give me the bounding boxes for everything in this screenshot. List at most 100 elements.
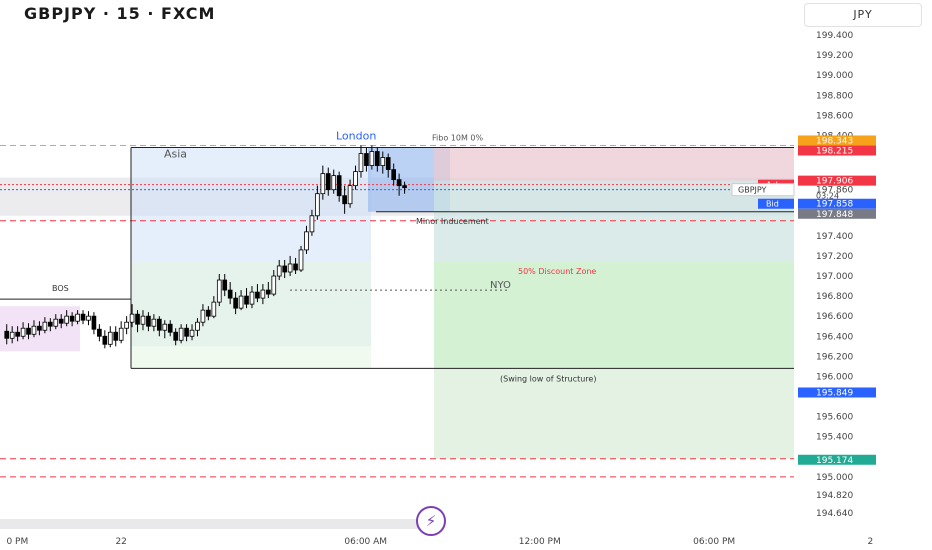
candle-body [342, 195, 347, 205]
price-tag-label: 197.858 [816, 200, 853, 210]
candle-body [48, 321, 53, 327]
nyo-label: NYO [490, 280, 511, 291]
candle-body [260, 289, 266, 299]
green-zone-left [131, 261, 371, 369]
candle-body [189, 329, 195, 337]
candle-body [298, 249, 304, 271]
candle-body [402, 185, 407, 189]
candle-body [304, 231, 309, 251]
candle-body [374, 151, 380, 166]
candle-body [4, 330, 10, 339]
x-tick-label: 0 PM [6, 537, 28, 547]
candle-body [97, 328, 102, 337]
discount-zone-lower [434, 368, 794, 459]
candle-body [227, 289, 233, 299]
candle-body [135, 313, 140, 325]
candle-body [385, 157, 391, 170]
symbol-badge [731, 183, 795, 197]
candle-body [206, 309, 211, 317]
x-tick-label: 2 [868, 537, 874, 547]
supply-zone [434, 147, 794, 181]
x-tick-label: 22 [115, 537, 126, 547]
price-tag-label: 195.849 [816, 388, 853, 398]
london-label: London [336, 129, 376, 142]
candle-body [102, 335, 108, 345]
price-tag-label: 197.906 [816, 177, 853, 187]
candle-body [336, 175, 342, 197]
x-tick-label: 06:00 PM [693, 537, 735, 547]
candle-body [309, 215, 315, 233]
discount-zone [434, 261, 794, 369]
price-tag [798, 454, 876, 465]
candle-body [233, 297, 238, 309]
candle-body [129, 313, 135, 323]
candle-body [249, 291, 255, 305]
candle-body [113, 331, 119, 341]
price-tag-label: 198.343 [816, 136, 853, 146]
x-tick-label: 12:00 PM [519, 537, 561, 547]
price-tag [798, 198, 876, 209]
candle-body [58, 318, 64, 324]
currency-button[interactable]: JPY [804, 3, 922, 27]
candle-body [37, 325, 42, 331]
time-scrollbar [0, 519, 421, 529]
y-tick-label: 197.400 [816, 232, 853, 242]
price-tag [798, 135, 876, 146]
y-tick-label: 198.600 [816, 111, 853, 121]
chart-title: GBPJPY · 15 · FXCM [24, 4, 216, 23]
y-tick-label: 195.400 [816, 433, 853, 443]
candle-body [358, 153, 364, 173]
candle-body [53, 318, 59, 327]
candle-body [222, 279, 228, 291]
price-tag [798, 175, 876, 186]
candle-body [124, 321, 129, 329]
candle-body [20, 327, 26, 337]
replay-button[interactable]: ⚡ [416, 506, 446, 536]
candle-body [369, 151, 375, 166]
candle-body [184, 327, 189, 337]
price-tag [798, 145, 876, 156]
candle-body [26, 327, 31, 335]
candle-body [353, 171, 358, 187]
discount-zone-label: 50% Discount Zone [518, 267, 596, 276]
candle-body [162, 323, 168, 331]
y-tick-label: 194.820 [816, 491, 853, 501]
candle-body [118, 327, 124, 341]
candle-body [42, 321, 48, 331]
bos-label: BOS [52, 284, 69, 293]
candle-body [80, 313, 86, 321]
price-tag-label: 197.848 [816, 210, 853, 220]
price-tag-label: 195.174 [816, 456, 853, 466]
y-tick-label: 196.800 [816, 292, 853, 302]
y-tick-label: 195.000 [816, 473, 853, 483]
candle-body [216, 279, 222, 303]
candle-body [211, 301, 217, 317]
x-tick-label: 06:00 AM [344, 537, 387, 547]
candle-body [69, 315, 75, 322]
fibo-label: Fibo 10M 0% [432, 133, 483, 142]
candle-body [320, 173, 326, 195]
candle-body [86, 315, 91, 321]
candle-body [364, 153, 369, 166]
candle-body [396, 179, 402, 187]
price-tag [798, 208, 876, 219]
candle-body [15, 331, 20, 337]
candle-body [31, 325, 37, 335]
y-tick-label: 196.600 [816, 312, 853, 322]
candle-body [107, 331, 113, 345]
candle-body [167, 323, 173, 333]
candle-body [195, 321, 200, 331]
candle-body [325, 173, 331, 191]
y-tick-label: 194.640 [816, 509, 853, 519]
y-tick-label: 199.000 [816, 71, 853, 81]
candle-body [271, 275, 277, 295]
candle-body [287, 263, 293, 273]
candle-body [315, 193, 320, 217]
y-tick-label: 198.800 [816, 91, 853, 101]
candle-body [255, 291, 260, 299]
y-tick-label: 197.000 [816, 272, 853, 282]
swing-low-label: (Swing low of Structure) [500, 374, 596, 383]
candle-body [140, 315, 146, 325]
